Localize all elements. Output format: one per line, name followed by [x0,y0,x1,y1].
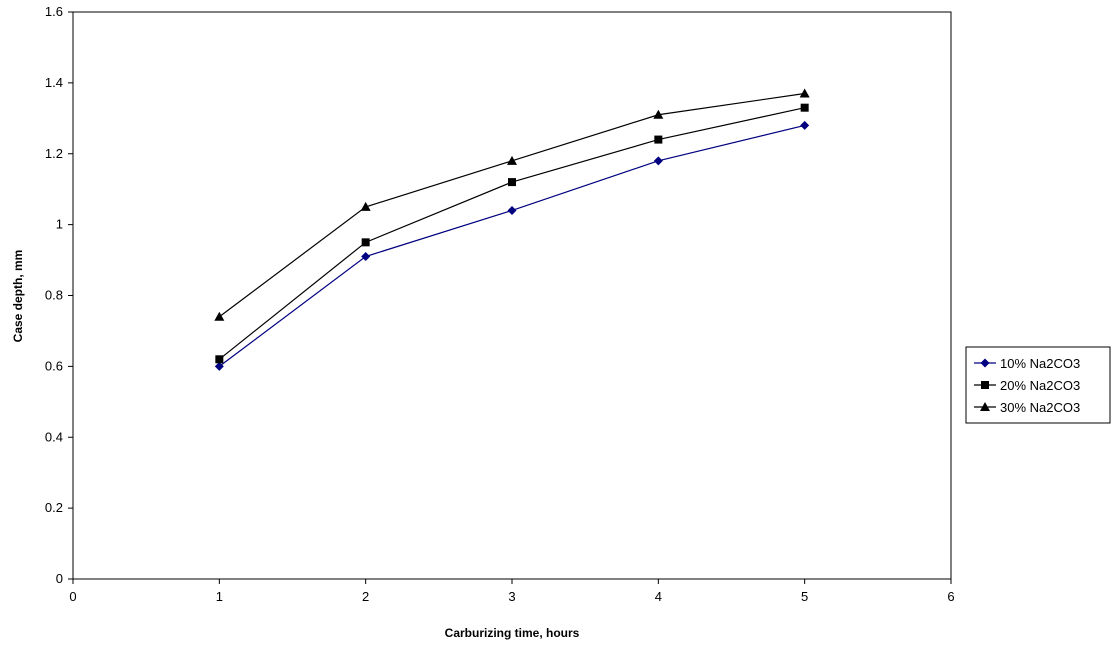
data-point [653,156,663,166]
y-axis-title: Case depth, mm [11,250,25,343]
series-layer [214,88,810,371]
data-point [361,252,371,262]
y-tick-label: 1.6 [45,4,63,19]
plot-area [72,11,952,580]
y-tick-label: 0 [56,571,63,586]
series-3 [214,88,810,321]
data-point [361,238,370,247]
y-tick-label: 0.8 [45,288,63,303]
data-point [214,361,224,371]
x-tick-label: 1 [216,589,223,604]
legend-label: 20% Na2CO3 [1000,378,1080,393]
y-tick-label: 1.2 [45,146,63,161]
x-tick-label: 5 [801,589,808,604]
data-point [800,120,810,130]
x-axis-title: Carburizing time, hours [445,626,580,640]
legend-entry: 30% Na2CO3 [974,400,1080,415]
data-point [214,311,225,321]
x-tick-label: 2 [362,589,369,604]
y-axis: 0 0.2 0.4 0.6 0.8 1 1.2 1.4 1.6 [45,4,73,586]
x-axis: 0 1 2 3 4 5 6 [69,579,955,604]
data-point [508,178,516,187]
legend-marker [980,358,990,368]
data-point [360,201,371,211]
y-tick-label: 0.2 [45,500,63,515]
x-tick-label: 6 [947,589,954,604]
data-point [653,109,664,119]
y-tick-label: 0.4 [45,429,63,444]
legend-label: 30% Na2CO3 [1000,400,1080,415]
x-tick-label: 4 [655,589,662,604]
y-tick-label: 1 [56,217,63,232]
legend-entry: 10% Na2CO3 [974,356,1080,371]
y-tick-label: 0.6 [45,358,63,373]
data-point [799,88,810,98]
data-point [507,205,517,215]
series-1 [214,120,810,371]
legend-marker [980,402,990,411]
data-point [215,355,224,364]
data-point [507,155,517,165]
plot-frame [72,11,952,580]
legend-label: 10% Na2CO3 [1000,356,1080,371]
legend-marker [981,381,989,389]
y-tick-label: 1.4 [45,75,63,90]
x-tick-label: 3 [508,589,515,604]
x-tick-label: 0 [69,589,76,604]
legend: 10% Na2CO3 20% Na2CO3 30% Na2CO3 [965,346,1111,424]
data-point [654,135,663,144]
series-2 [215,103,809,364]
legend-entry: 20% Na2CO3 [974,378,1080,393]
data-point [800,103,809,112]
